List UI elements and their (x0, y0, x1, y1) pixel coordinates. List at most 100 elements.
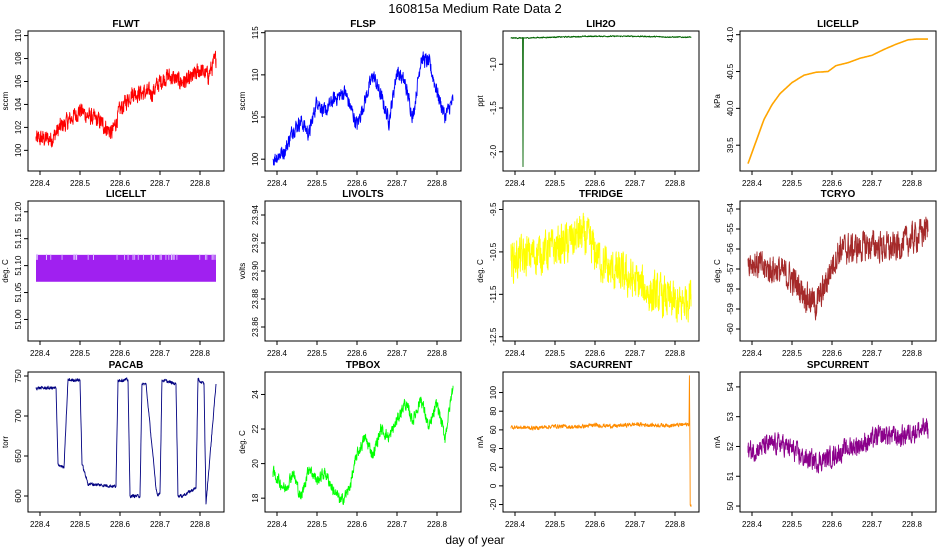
y-tick-label: 105 (251, 110, 260, 124)
x-tick-label: 228.7 (150, 520, 171, 529)
x-tick-label: 228.5 (782, 179, 803, 188)
panel-lih2o: LIH2O 228.4 228.5 228.6 228.7 228.8 -1.0 -1.5 -2… (476, 19, 700, 188)
y-tick-label: 23.90 (251, 260, 260, 281)
y-tick-label: 115 (251, 26, 260, 39)
panel-title: SACURRENT (570, 360, 633, 371)
plot-area (35, 50, 217, 148)
y-tick-label: 24 (251, 389, 260, 398)
panel-title: LICELLP (817, 19, 859, 30)
panel-title: LICELLT (106, 189, 146, 200)
x-tick-label: 228.6 (585, 179, 606, 188)
y-tick-label: 50 (726, 501, 735, 510)
panel-sacurrent: SACURRENT 228.4 228.5 228.6 228.7 228.8 -20 0 20… (476, 360, 700, 529)
x-tick-label: 228.8 (427, 179, 448, 188)
panel-title: FLWT (112, 19, 139, 30)
y-tick-label: -2.0 (489, 144, 498, 158)
y-tick-label: 0 (489, 483, 498, 488)
x-tick-label: 228.6 (347, 520, 368, 529)
series-line (272, 51, 454, 166)
y-tick-label: -59 (726, 303, 735, 315)
plot-frame (264, 30, 462, 172)
x-tick-label: 228.8 (190, 349, 211, 358)
plot-area (747, 216, 929, 321)
y-axis-label: kPa (713, 94, 722, 108)
y-tick-label: -57 (726, 263, 735, 275)
plot-area (272, 385, 454, 506)
y-tick-label: 54 (726, 382, 735, 391)
y-axis-label: deg. C (476, 259, 485, 283)
x-tick-label: 228.4 (742, 520, 763, 529)
y-tick-label: 23.92 (251, 232, 260, 253)
x-tick-label: 228.7 (387, 179, 408, 188)
y-tick-label: 51.10 (14, 255, 23, 276)
x-tick-label: 228.6 (110, 179, 131, 188)
x-tick-label: 228.6 (585, 349, 606, 358)
x-tick-label: 228.7 (387, 349, 408, 358)
figure-xlabel: day of year (445, 533, 504, 547)
y-tick-label: -1.0 (489, 57, 498, 71)
y-tick-label: 23.94 (251, 204, 260, 225)
x-tick-label: 228.8 (665, 179, 686, 188)
x-tick-label: 228.4 (267, 520, 288, 529)
x-tick-label: 228.4 (267, 179, 288, 188)
plot-area (35, 377, 217, 505)
plot-frame (264, 200, 462, 342)
y-axis-label: sccm (1, 91, 10, 110)
y-tick-label: 52 (726, 441, 735, 450)
x-tick-label: 228.8 (427, 520, 448, 529)
y-tick-label: 22 (251, 424, 260, 433)
y-axis-label: sccm (238, 91, 247, 110)
x-tick-label: 228.5 (70, 349, 91, 358)
x-tick-label: 228.4 (742, 179, 763, 188)
plot-frame (27, 200, 225, 342)
panel-flwt: FLWT 228.4 228.5 228.6 228.7 228.8 100 102 104 10… (1, 19, 225, 188)
panel-flsp: FLSP 228.4 228.5 228.6 228.7 228.8 100 105 110 11… (238, 19, 462, 188)
series-line (35, 377, 217, 505)
panels: FLWT 228.4 228.5 228.6 228.7 228.8 100 102 104 10… (1, 19, 937, 529)
x-tick-label: 228.7 (862, 349, 883, 358)
y-tick-label: 51 (726, 471, 735, 480)
y-axis-label: torr (1, 436, 10, 448)
plot-area (510, 35, 692, 168)
panel-licellp: LICELLP 228.4 228.5 228.6 228.7 228.8 39.5 40.0… (713, 19, 937, 188)
panel-title: LIVOLTS (342, 189, 384, 200)
y-tick-label: -11.5 (489, 285, 498, 303)
panel-title: TPBOX (346, 360, 381, 371)
x-tick-label: 228.4 (505, 179, 526, 188)
x-tick-label: 228.4 (30, 179, 51, 188)
y-tick-label: 20 (489, 462, 498, 471)
y-axis-label: deg. C (1, 259, 10, 283)
x-tick-label: 228.4 (505, 520, 526, 529)
x-tick-label: 228.8 (190, 520, 211, 529)
y-tick-label: 51.00 (14, 309, 23, 330)
y-axis-label: ppt (476, 95, 485, 107)
plot-area (510, 212, 692, 323)
x-tick-label: 228.5 (545, 349, 566, 358)
y-tick-label: 18 (251, 493, 260, 502)
y-axis-label: volts (238, 263, 247, 279)
y-tick-label: 51.05 (14, 282, 23, 303)
y-tick-label: -60 (726, 323, 735, 335)
y-axis-label: mA (713, 435, 722, 448)
plot-area (747, 38, 928, 164)
series-line (747, 216, 929, 321)
panel-livolts: LIVOLTS 228.4 228.5 228.6 228.7 228.8 23.86 23.… (238, 189, 462, 358)
x-tick-label: 228.6 (585, 520, 606, 529)
y-tick-label: 20 (251, 459, 260, 468)
y-tick-label: 60 (489, 425, 498, 434)
y-tick-label: 600 (14, 489, 23, 503)
y-tick-label: -20 (489, 498, 498, 510)
panel-pacab: PACAB 228.4 228.5 228.6 228.7 228.8 600 650 700 7… (1, 360, 225, 529)
y-tick-label: 110 (14, 29, 23, 42)
series-line (510, 35, 692, 168)
x-tick-label: 228.6 (822, 179, 843, 188)
x-tick-label: 228.5 (545, 179, 566, 188)
panel-title: PACAB (109, 360, 144, 371)
plot-area (272, 51, 454, 166)
y-tick-label: 104 (14, 97, 23, 111)
x-tick-label: 228.6 (822, 520, 843, 529)
y-tick-label: 100 (489, 385, 498, 399)
y-tick-label: 100 (251, 152, 260, 166)
y-tick-label: 110 (251, 68, 260, 81)
x-tick-label: 228.7 (150, 349, 171, 358)
